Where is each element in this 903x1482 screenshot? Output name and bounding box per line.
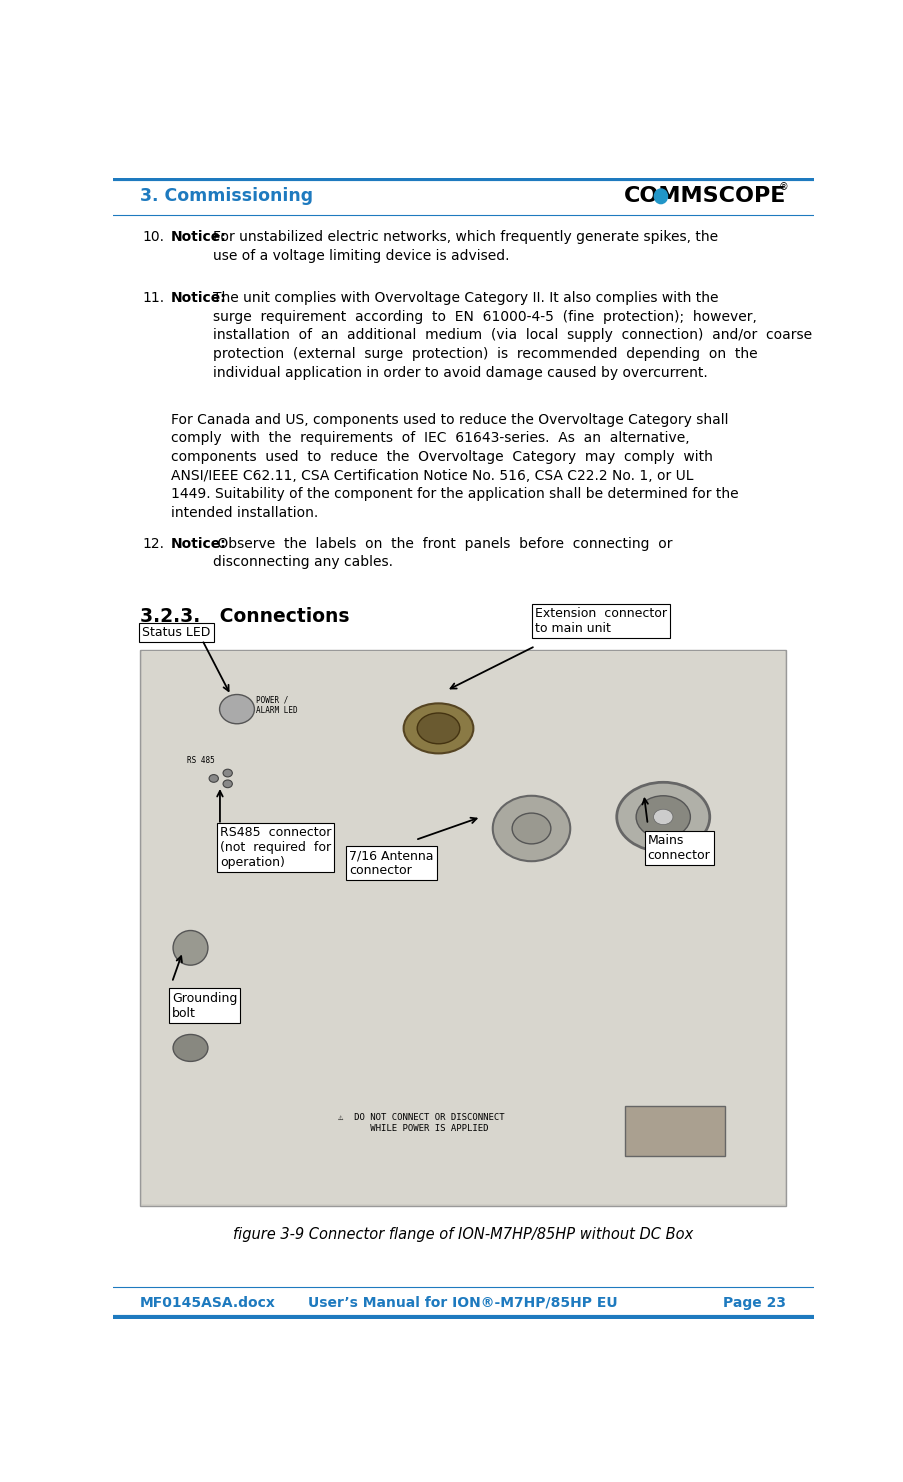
Text: Notice:: Notice:: [171, 290, 227, 305]
Text: 3. Commissioning: 3. Commissioning: [140, 187, 313, 206]
Text: Status LED: Status LED: [143, 625, 210, 639]
Ellipse shape: [492, 796, 570, 861]
Text: 10.: 10.: [143, 230, 164, 245]
Text: Mains
connector: Mains connector: [647, 834, 710, 861]
Text: ®: ®: [777, 182, 787, 193]
Text: MF0145ASA.docx: MF0145ASA.docx: [140, 1295, 275, 1310]
Text: For Canada and US, components used to reduce the Overvoltage Category shall
comp: For Canada and US, components used to re…: [171, 412, 738, 520]
Bar: [624, 1106, 724, 1156]
Text: ⚠  DO NOT CONNECT OR DISCONNECT
      WHILE POWER IS APPLIED: ⚠ DO NOT CONNECT OR DISCONNECT WHILE POW…: [338, 1113, 504, 1132]
Ellipse shape: [616, 782, 709, 852]
Ellipse shape: [512, 814, 550, 843]
Ellipse shape: [172, 931, 208, 965]
Ellipse shape: [223, 780, 232, 787]
Text: Grounding
bolt: Grounding bolt: [172, 991, 237, 1020]
Text: Page 23: Page 23: [722, 1295, 786, 1310]
Text: RS485  connector
(not  required  for
operation): RS485 connector (not required for operat…: [219, 827, 331, 870]
Text: For unstabilized electric networks, which frequently generate spikes, the
use of: For unstabilized electric networks, whic…: [213, 230, 717, 262]
Ellipse shape: [653, 809, 672, 824]
Ellipse shape: [636, 796, 690, 839]
Text: 7/16 Antenna
connector: 7/16 Antenna connector: [349, 849, 433, 877]
Text: Notice:: Notice:: [171, 230, 227, 245]
Bar: [140, 649, 786, 1206]
Ellipse shape: [416, 713, 460, 744]
Text: Extension  connector
to main unit: Extension connector to main unit: [535, 608, 666, 636]
Text: 12.: 12.: [143, 536, 164, 551]
Ellipse shape: [403, 704, 473, 753]
Ellipse shape: [219, 695, 254, 723]
Text: 11.: 11.: [143, 290, 164, 305]
Text: Observe  the  labels  on  the  front  panels  before  connecting  or
disconnecti: Observe the labels on the front panels b…: [213, 536, 672, 569]
Text: 3.2.3.   Connections: 3.2.3. Connections: [140, 608, 349, 627]
Text: User’s Manual for ION®-M7HP/85HP EU: User’s Manual for ION®-M7HP/85HP EU: [308, 1295, 618, 1310]
Text: RS 485: RS 485: [186, 756, 214, 765]
Bar: [142, 652, 784, 1205]
Ellipse shape: [209, 775, 219, 782]
Text: Notice:: Notice:: [171, 536, 227, 551]
Text: COMMSCOPE: COMMSCOPE: [623, 187, 786, 206]
Text: The unit complies with Overvoltage Category II. It also complies with the
surge : The unit complies with Overvoltage Categ…: [213, 290, 811, 379]
Ellipse shape: [172, 1034, 208, 1061]
Text: figure 3-9 Connector flange of ION-M7HP/85HP without DC Box: figure 3-9 Connector flange of ION-M7HP/…: [233, 1227, 693, 1242]
Ellipse shape: [223, 769, 232, 777]
Text: POWER /
ALARM LED: POWER / ALARM LED: [256, 695, 298, 714]
Ellipse shape: [654, 190, 666, 203]
